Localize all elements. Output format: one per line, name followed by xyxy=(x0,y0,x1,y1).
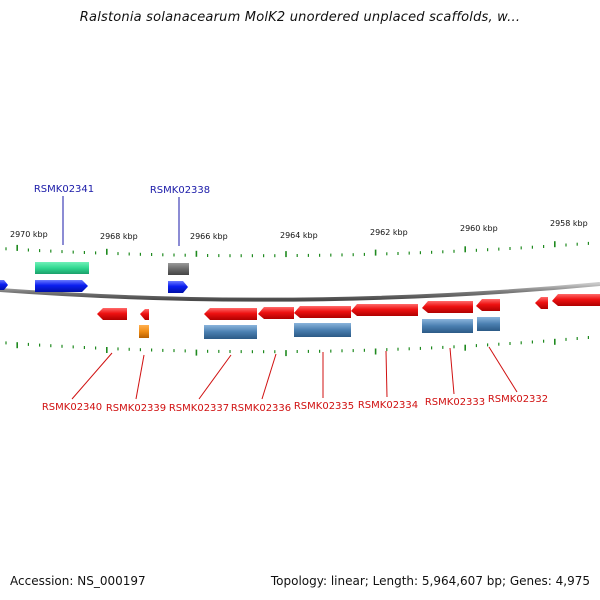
rna-feature[interactable] xyxy=(35,262,89,274)
reverse-gene-labels: RSMK02340 RSMK02339 RSMK02337 RSMK02336 … xyxy=(42,346,548,414)
rna-feature[interactable] xyxy=(294,323,351,337)
scale-tick-label: 2964 kbp xyxy=(280,231,318,240)
gene-arrow-reverse[interactable] xyxy=(552,294,600,306)
map-title: Ralstonia solanacearum MolK2 unordered u… xyxy=(79,10,521,25)
gene-arrow-reverse[interactable] xyxy=(258,307,294,319)
gene-label[interactable]: RSMK02341 xyxy=(34,184,94,195)
gene-label[interactable]: RSMK02340 xyxy=(42,402,102,413)
gene-arrow-forward[interactable] xyxy=(0,280,8,290)
gene-label[interactable]: RSMK02339 xyxy=(106,403,166,414)
label-leader-line xyxy=(261,353,277,400)
gene-arrow-reverse[interactable] xyxy=(140,309,149,320)
gene-label[interactable]: RSMK02336 xyxy=(231,403,291,414)
scale-labels: 2970 kbp 2968 kbp 2966 kbp 2964 kbp 2962… xyxy=(10,219,588,241)
scale-tick-label: 2968 kbp xyxy=(100,232,138,241)
gene-arrow-forward[interactable] xyxy=(168,281,188,293)
label-leader-line xyxy=(385,350,388,398)
chromosome-backbone xyxy=(0,282,600,302)
scale-tick-label: 2962 kbp xyxy=(370,228,408,237)
rna-feature[interactable] xyxy=(477,317,500,331)
label-leader-line xyxy=(198,354,232,400)
label-leader-line xyxy=(135,354,145,400)
gene-arrow-reverse[interactable] xyxy=(204,308,257,320)
scale-ticks-bottom xyxy=(5,336,590,357)
gene-label[interactable]: RSMK02338 xyxy=(150,185,210,196)
gene-arrow-reverse[interactable] xyxy=(97,308,127,320)
rna-feature[interactable] xyxy=(204,325,257,339)
gene-label[interactable]: RSMK02337 xyxy=(169,403,229,414)
gene-label[interactable]: RSMK02334 xyxy=(358,400,418,411)
gene-label[interactable]: RSMK02332 xyxy=(488,394,548,405)
gene-arrow-reverse[interactable] xyxy=(476,299,500,311)
accession-text: Accession: NS_000197 xyxy=(10,574,146,588)
forward-gene-labels: RSMK02341 RSMK02338 xyxy=(34,184,210,246)
label-leader-line xyxy=(71,352,113,400)
gene-label[interactable]: RSMK02335 xyxy=(294,401,354,412)
gene-arrow-reverse[interactable] xyxy=(351,304,418,316)
scale-ticks-top xyxy=(5,241,590,258)
rna-feature[interactable] xyxy=(139,325,149,338)
label-leader-line xyxy=(449,347,455,395)
label-leader-line xyxy=(488,346,518,393)
scale-tick-label: 2960 kbp xyxy=(460,224,498,233)
reverse-strand-features xyxy=(97,294,600,339)
gene-arrow-reverse[interactable] xyxy=(294,306,351,318)
gene-label[interactable]: RSMK02333 xyxy=(425,397,485,408)
rna-feature[interactable] xyxy=(422,319,473,333)
scale-tick-label: 2958 kbp xyxy=(550,219,588,228)
scale-tick-label: 2966 kbp xyxy=(190,232,228,241)
gene-arrow-forward[interactable] xyxy=(35,280,88,292)
gene-arrow-reverse[interactable] xyxy=(535,297,548,309)
gene-arrow-reverse[interactable] xyxy=(422,301,473,313)
scale-tick-label: 2970 kbp xyxy=(10,230,48,239)
genome-summary-text: Topology: linear; Length: 5,964,607 bp; … xyxy=(270,574,590,588)
forward-strand-features xyxy=(0,262,189,293)
rna-feature[interactable] xyxy=(168,263,189,275)
